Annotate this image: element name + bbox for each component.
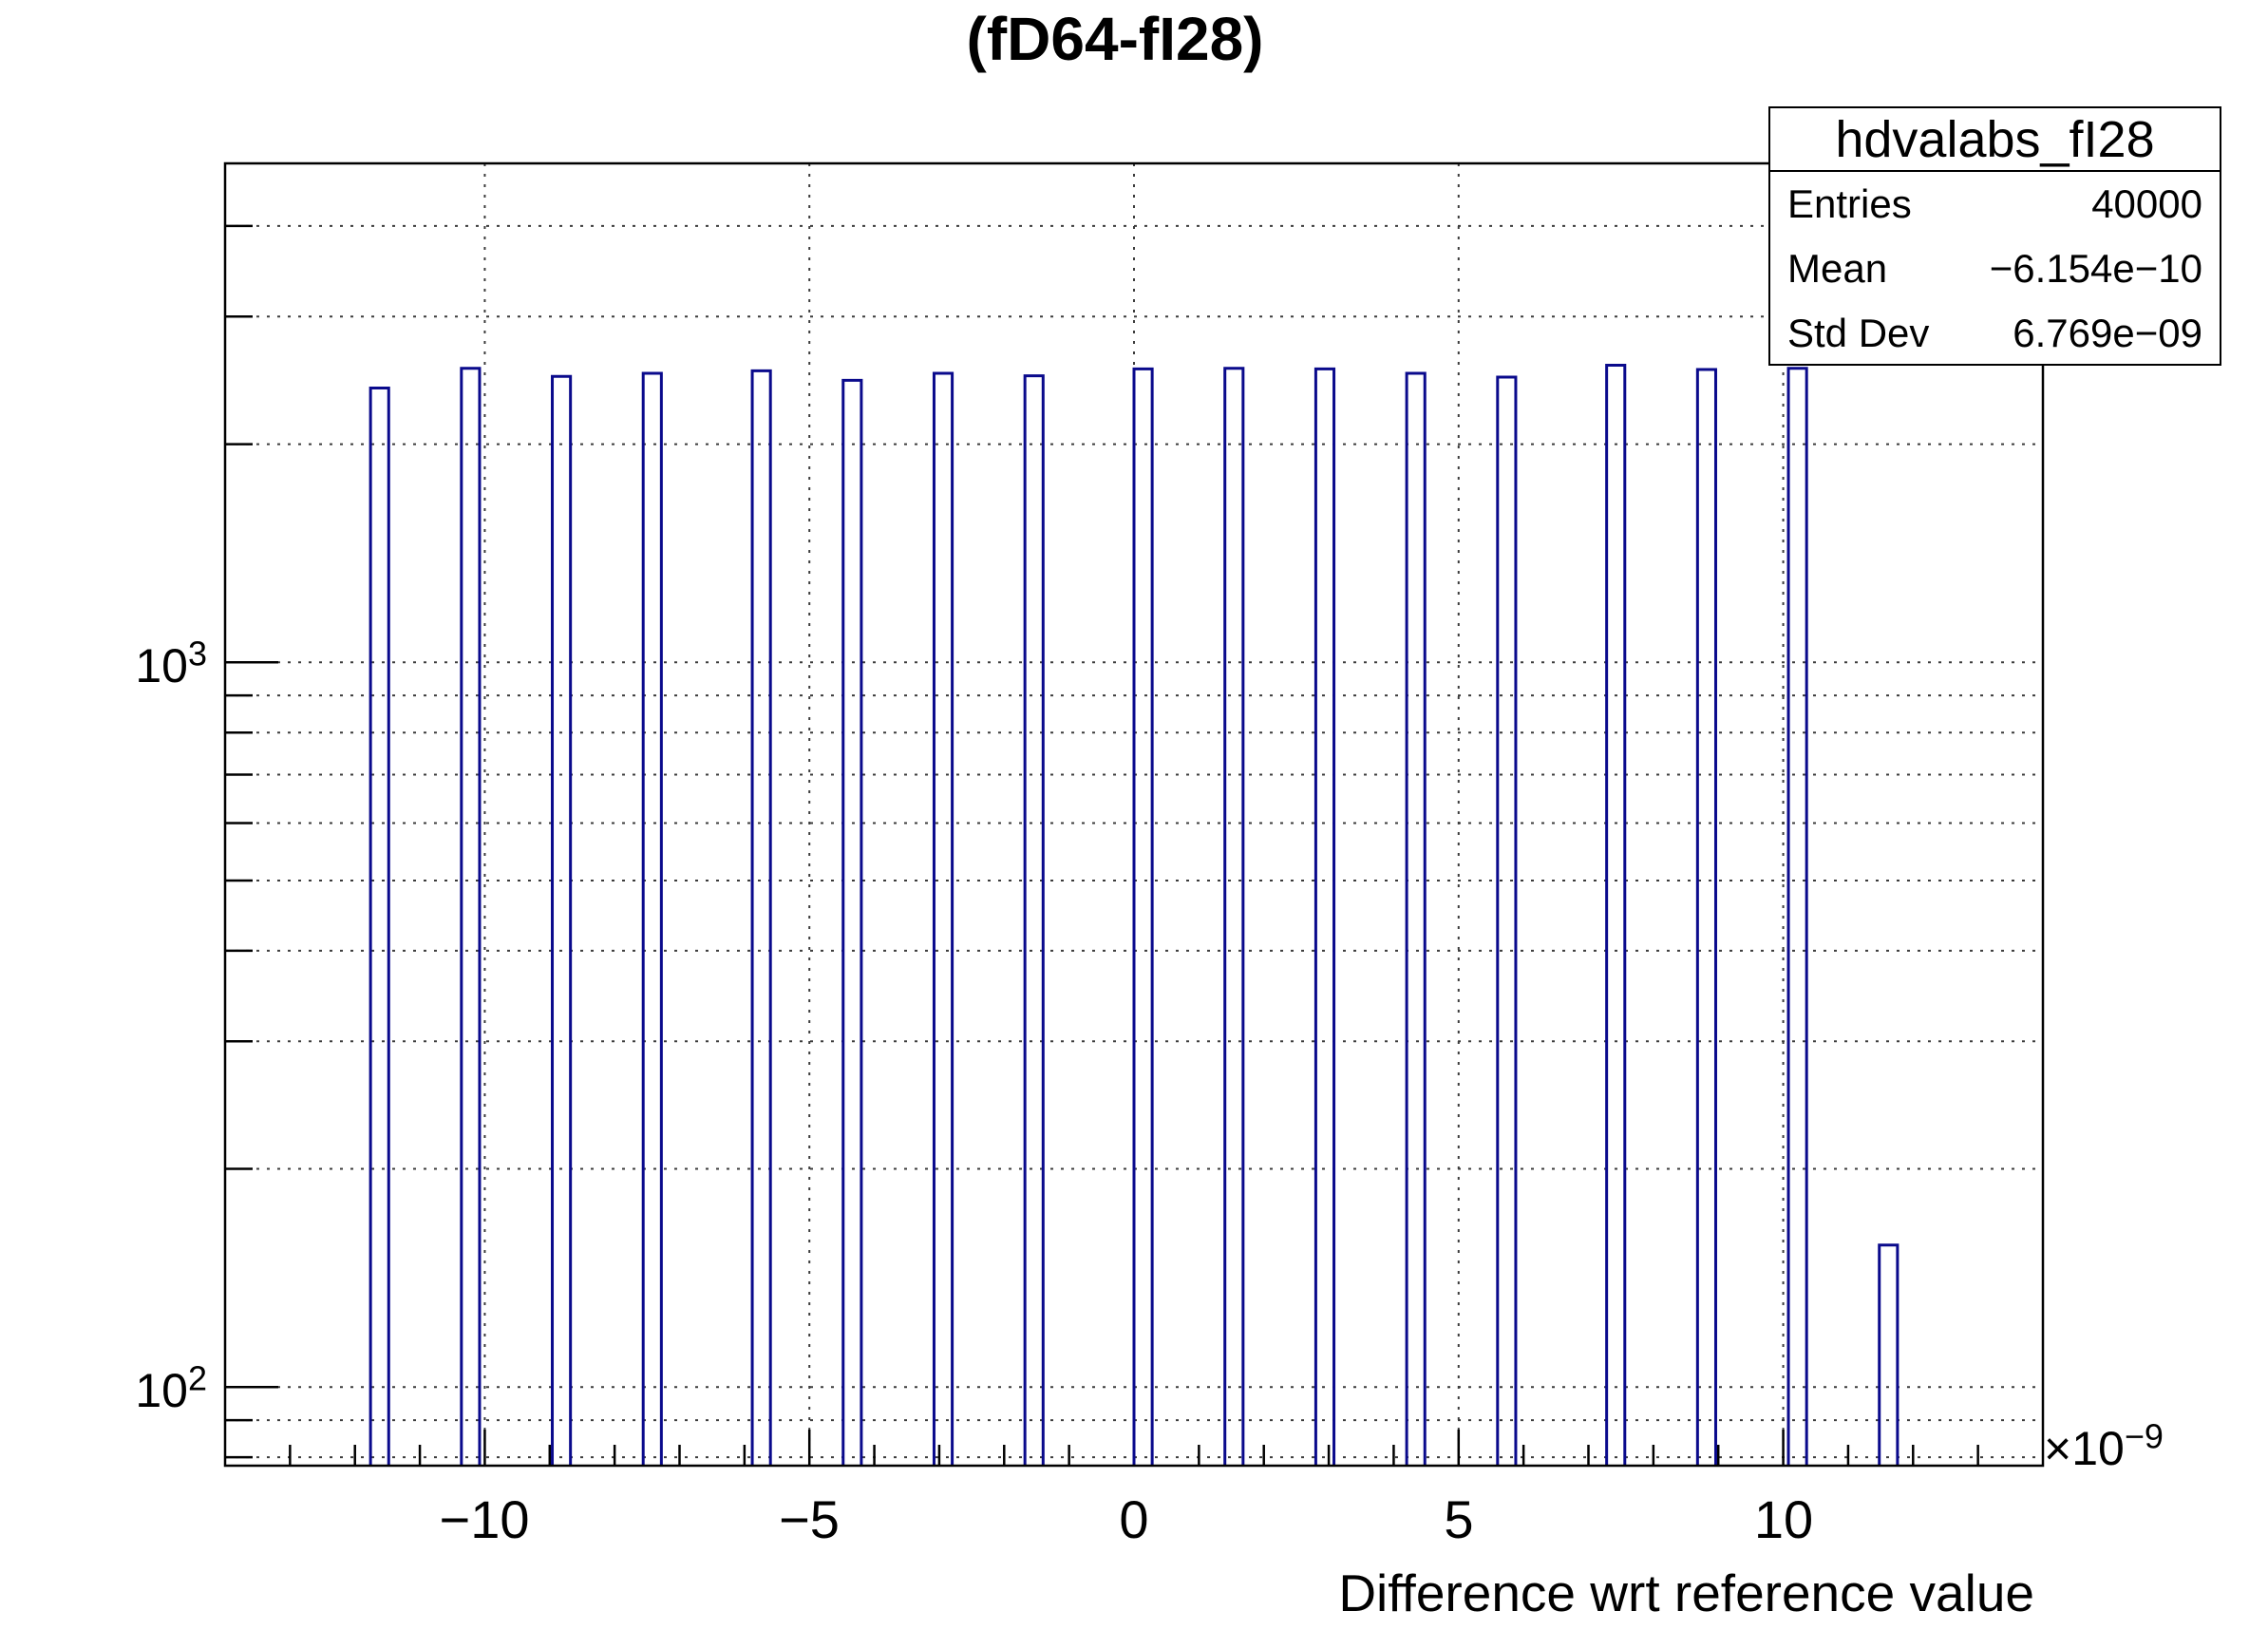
histogram-bar bbox=[1878, 1243, 1899, 1466]
histogram-bar bbox=[1023, 374, 1045, 1466]
plot-title: (fD64-fI28) bbox=[966, 5, 1264, 73]
histogram-bar bbox=[1405, 371, 1427, 1466]
x-axis-tick-label: 5 bbox=[1444, 1489, 1474, 1549]
y-label-base: 10 bbox=[135, 1364, 188, 1417]
x-axis-tick-label: 10 bbox=[1753, 1489, 1814, 1549]
histogram-bar bbox=[551, 374, 573, 1466]
x-axis-tick-label: 0 bbox=[1119, 1489, 1149, 1549]
stats-label: Entries bbox=[1787, 181, 1912, 226]
y-label-base: 10 bbox=[135, 639, 188, 692]
stats-row-stddev: Std Dev 6.769e−09 bbox=[1770, 301, 2220, 366]
histogram-bar bbox=[1605, 363, 1627, 1466]
stats-label: Std Dev bbox=[1787, 311, 1930, 355]
x-axis-tick-label: −10 bbox=[439, 1489, 530, 1549]
stats-row-entries: Entries 40000 bbox=[1770, 172, 2220, 237]
histogram-bar bbox=[1786, 367, 1808, 1466]
x-axis-multiplier: ×10−9 bbox=[2044, 1419, 2164, 1475]
x-axis-tick-label: −5 bbox=[779, 1489, 840, 1549]
histogram-bar bbox=[1496, 375, 1518, 1466]
histogram-bar bbox=[369, 387, 390, 1466]
y-axis-tick-label-1000: 103 bbox=[135, 636, 207, 692]
stats-box-title: hdvalabs_fI28 bbox=[1770, 108, 2220, 172]
histogram-bar bbox=[641, 371, 663, 1466]
histogram-bar bbox=[1223, 367, 1245, 1466]
histogram-bar bbox=[932, 371, 954, 1466]
y-axis-tick-label-100: 102 bbox=[135, 1361, 207, 1417]
multiplier-base: ×10 bbox=[2044, 1422, 2125, 1475]
stats-value: 6.769e−09 bbox=[2013, 311, 2202, 355]
stats-label: Mean bbox=[1787, 246, 1888, 291]
stats-value: −6.154e−10 bbox=[1989, 246, 2202, 291]
histogram-bar bbox=[841, 378, 863, 1466]
histogram-bar bbox=[750, 369, 772, 1466]
y-label-exponent: 3 bbox=[187, 634, 207, 673]
stats-row-mean: Mean −6.154e−10 bbox=[1770, 237, 2220, 301]
y-label-exponent: 2 bbox=[187, 1358, 207, 1398]
histogram-bar bbox=[1314, 367, 1336, 1466]
histogram-bar bbox=[460, 367, 482, 1466]
histogram-bar bbox=[1695, 368, 1717, 1466]
plot-frame bbox=[223, 161, 2045, 1468]
stats-box: hdvalabs_fI28 Entries 40000 Mean −6.154e… bbox=[1768, 106, 2221, 366]
stats-value: 40000 bbox=[2091, 181, 2202, 226]
x-axis-title: Difference wrt reference value bbox=[1338, 1564, 2034, 1622]
histogram-bar bbox=[1132, 367, 1154, 1466]
multiplier-exponent: −9 bbox=[2124, 1416, 2164, 1456]
